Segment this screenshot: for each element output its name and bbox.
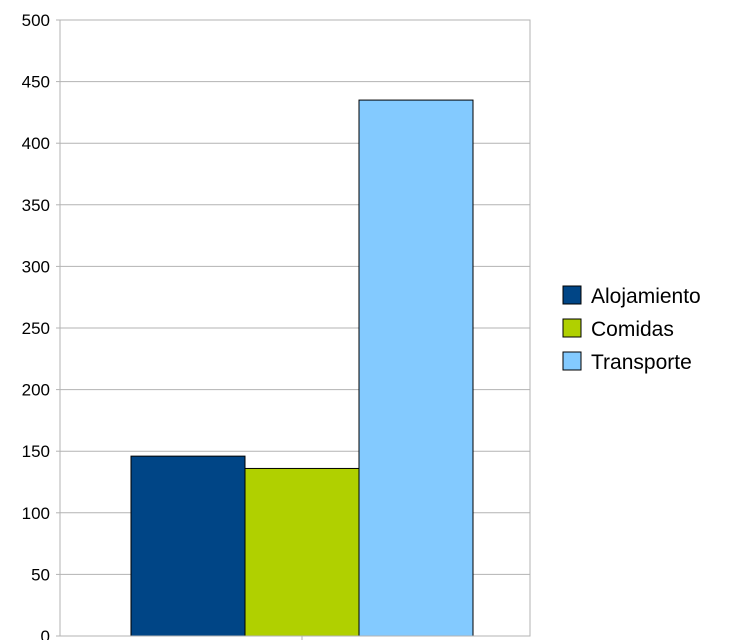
- plot-area-border: [59, 19, 531, 637]
- legend-swatch-alojamiento: [562, 285, 582, 305]
- y-tick-label: 400: [22, 134, 50, 153]
- y-tick-label: 450: [22, 73, 50, 92]
- legend-label: Transporte: [591, 351, 692, 374]
- legend: Alojamiento Comidas Transporte: [562, 285, 701, 374]
- legend-swatch-comidas: [562, 318, 582, 338]
- bars: [130, 99, 474, 637]
- y-tick-label: 0: [41, 627, 50, 640]
- bar-comidas: [244, 467, 360, 637]
- y-axis-ticks: 0 50 100 150 200 250 300 350 400 450 500: [22, 11, 60, 640]
- y-tick-label: 100: [22, 504, 50, 523]
- y-tick-label: 150: [22, 442, 50, 461]
- y-tick-label: 250: [22, 319, 50, 338]
- legend-swatch-transporte: [562, 351, 582, 371]
- y-tick-label: 200: [22, 381, 50, 400]
- legend-label: Alojamiento: [591, 285, 701, 308]
- y-tick-label: 300: [22, 257, 50, 276]
- legend-label: Comidas: [591, 318, 674, 341]
- y-tick-label: 350: [22, 196, 50, 215]
- y-tick-label: 50: [31, 565, 50, 584]
- bar-alojamiento: [130, 455, 246, 637]
- y-tick-label: 500: [22, 11, 50, 30]
- bar-transporte: [358, 99, 474, 637]
